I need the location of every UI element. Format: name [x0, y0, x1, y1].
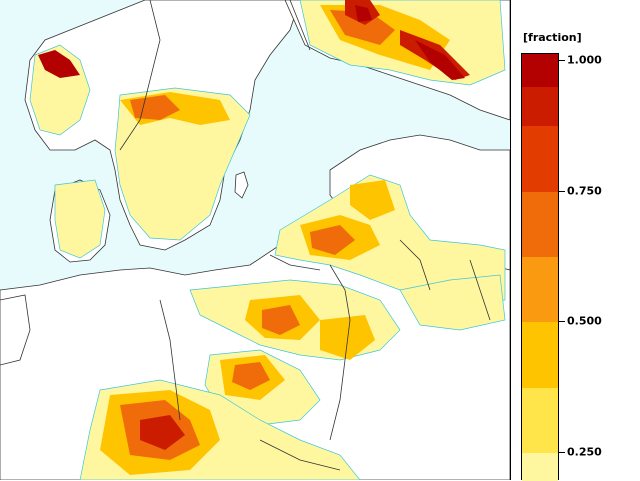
color-legend: [fraction] 1.000 0.750 0.500 0.250 [511, 0, 640, 481]
legend-band [522, 387, 558, 453]
legend-band [522, 322, 558, 388]
legend-band [522, 453, 558, 481]
legend-tick [559, 60, 565, 61]
map-area [0, 0, 510, 480]
legend-band [522, 87, 558, 127]
legend-band [522, 257, 558, 323]
legend-unit-label: [fraction] [523, 31, 582, 44]
gotland-land [234, 171, 249, 199]
map-canvas [0, 0, 510, 480]
legend-tick [559, 190, 565, 192]
legend-tick-label: 0.250 [567, 445, 602, 459]
legend-band [522, 54, 558, 88]
legend-color-bar [521, 53, 559, 481]
field-peak [38, 5, 465, 80]
legend-tick-label: 1.000 [567, 53, 602, 67]
legend-tick [559, 452, 565, 453]
legend-tick-label: 0.500 [567, 314, 602, 328]
legend-band [522, 191, 558, 257]
country-borders [119, 0, 491, 471]
legend-tick [559, 321, 565, 323]
legend-band [522, 126, 558, 192]
map-frame-border [510, 0, 511, 480]
legend-tick-label: 0.750 [567, 184, 602, 198]
britain-land [0, 294, 31, 366]
